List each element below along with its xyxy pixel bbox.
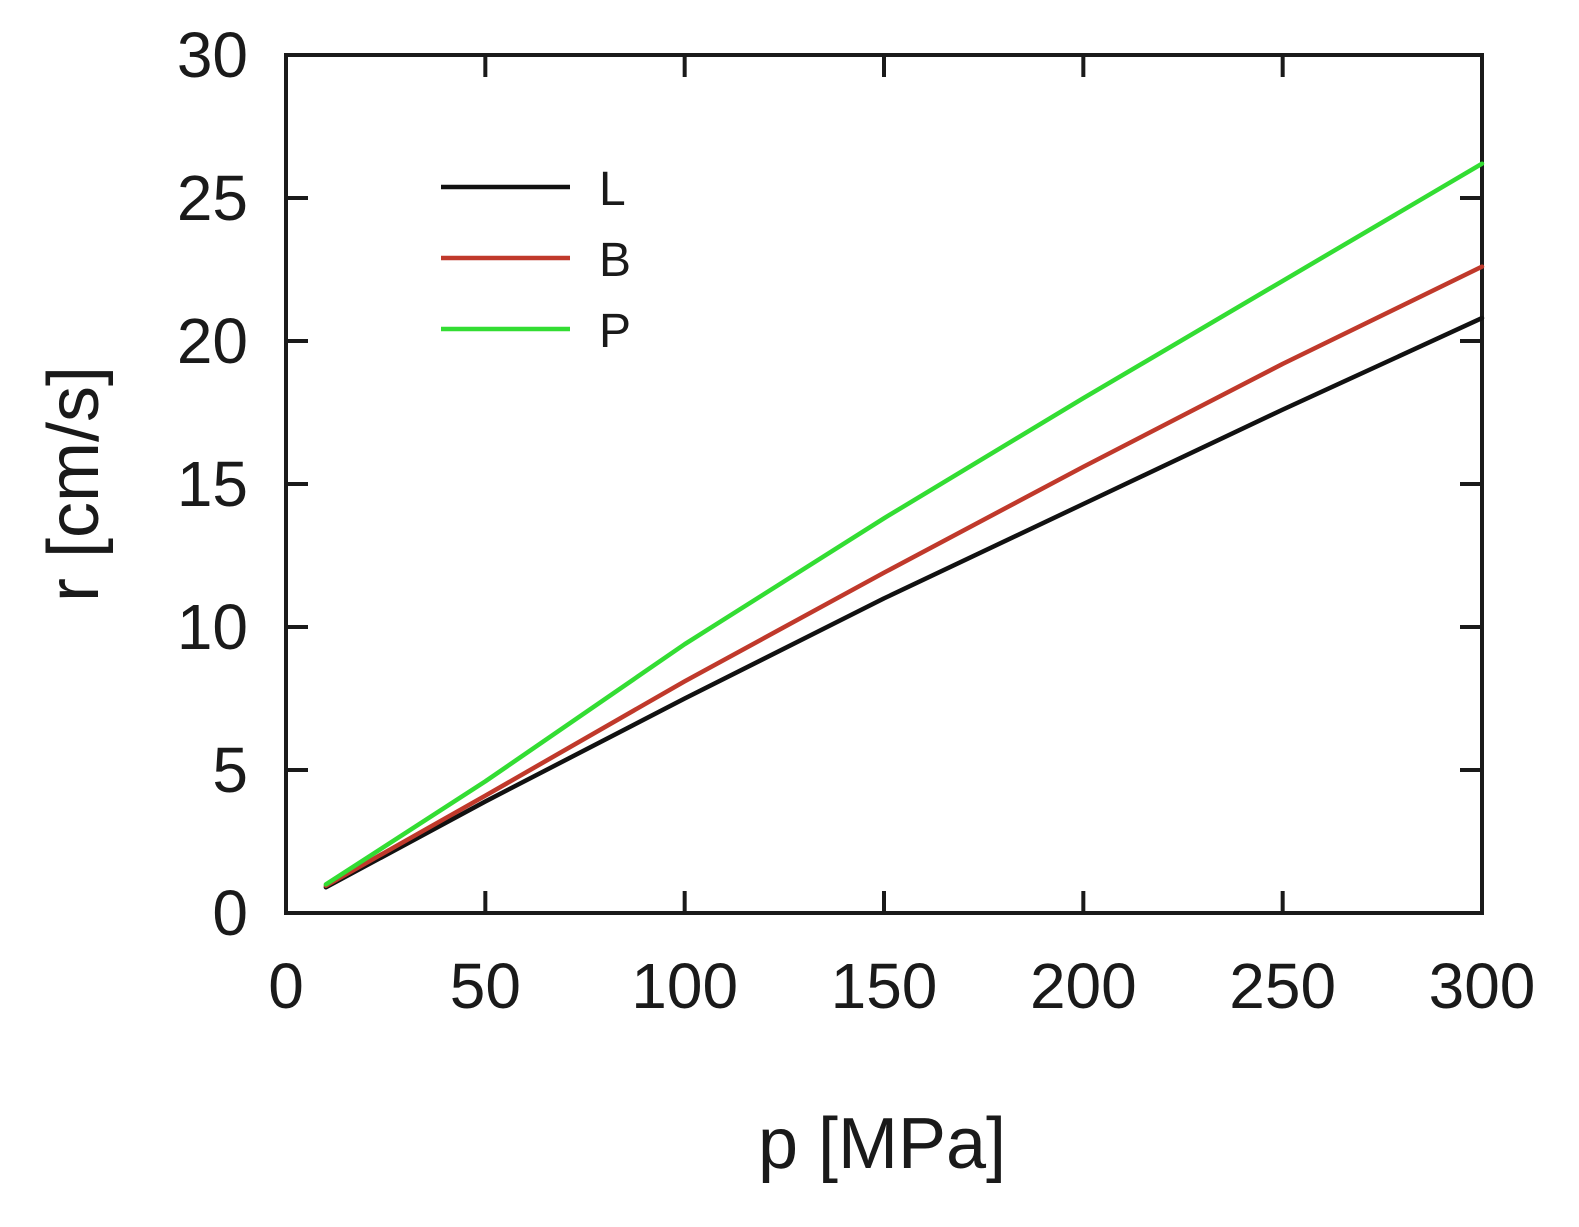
y-tick-label: 25 bbox=[177, 162, 248, 234]
x-tick-label: 0 bbox=[268, 950, 304, 1022]
x-axis-label: p [MPa] bbox=[758, 1104, 1006, 1184]
y-axis-label: r [cm/s] bbox=[34, 366, 114, 602]
y-axis: 0 5 10 15 20 25 30 bbox=[177, 19, 1482, 949]
x-tick-label: 50 bbox=[450, 950, 521, 1022]
x-tick-label: 150 bbox=[831, 950, 938, 1022]
legend-label-L: L bbox=[599, 163, 626, 216]
x-tick-label: 300 bbox=[1429, 950, 1536, 1022]
x-axis: 0 50 100 150 200 250 300 bbox=[268, 55, 1535, 1022]
series-line-P bbox=[323, 161, 1485, 887]
x-tick-label: 200 bbox=[1030, 950, 1137, 1022]
series-line-B bbox=[323, 264, 1485, 889]
y-tick-label: 0 bbox=[212, 877, 248, 949]
plot-frame bbox=[284, 53, 1484, 915]
plot-border bbox=[284, 53, 1484, 915]
legend: LBP bbox=[441, 163, 631, 358]
y-tick-label: 20 bbox=[177, 305, 248, 377]
y-tick-label: 30 bbox=[177, 19, 248, 91]
y-tick-label: 15 bbox=[177, 448, 248, 520]
legend-label-P: P bbox=[599, 305, 631, 358]
x-tick-label: 100 bbox=[631, 950, 738, 1022]
y-tick-label: 10 bbox=[177, 591, 248, 663]
series-layer bbox=[323, 161, 1485, 890]
legend-label-B: B bbox=[599, 234, 631, 287]
series-line-L bbox=[323, 315, 1485, 890]
y-tick-label: 5 bbox=[212, 734, 248, 806]
x-tick-label: 250 bbox=[1229, 950, 1336, 1022]
